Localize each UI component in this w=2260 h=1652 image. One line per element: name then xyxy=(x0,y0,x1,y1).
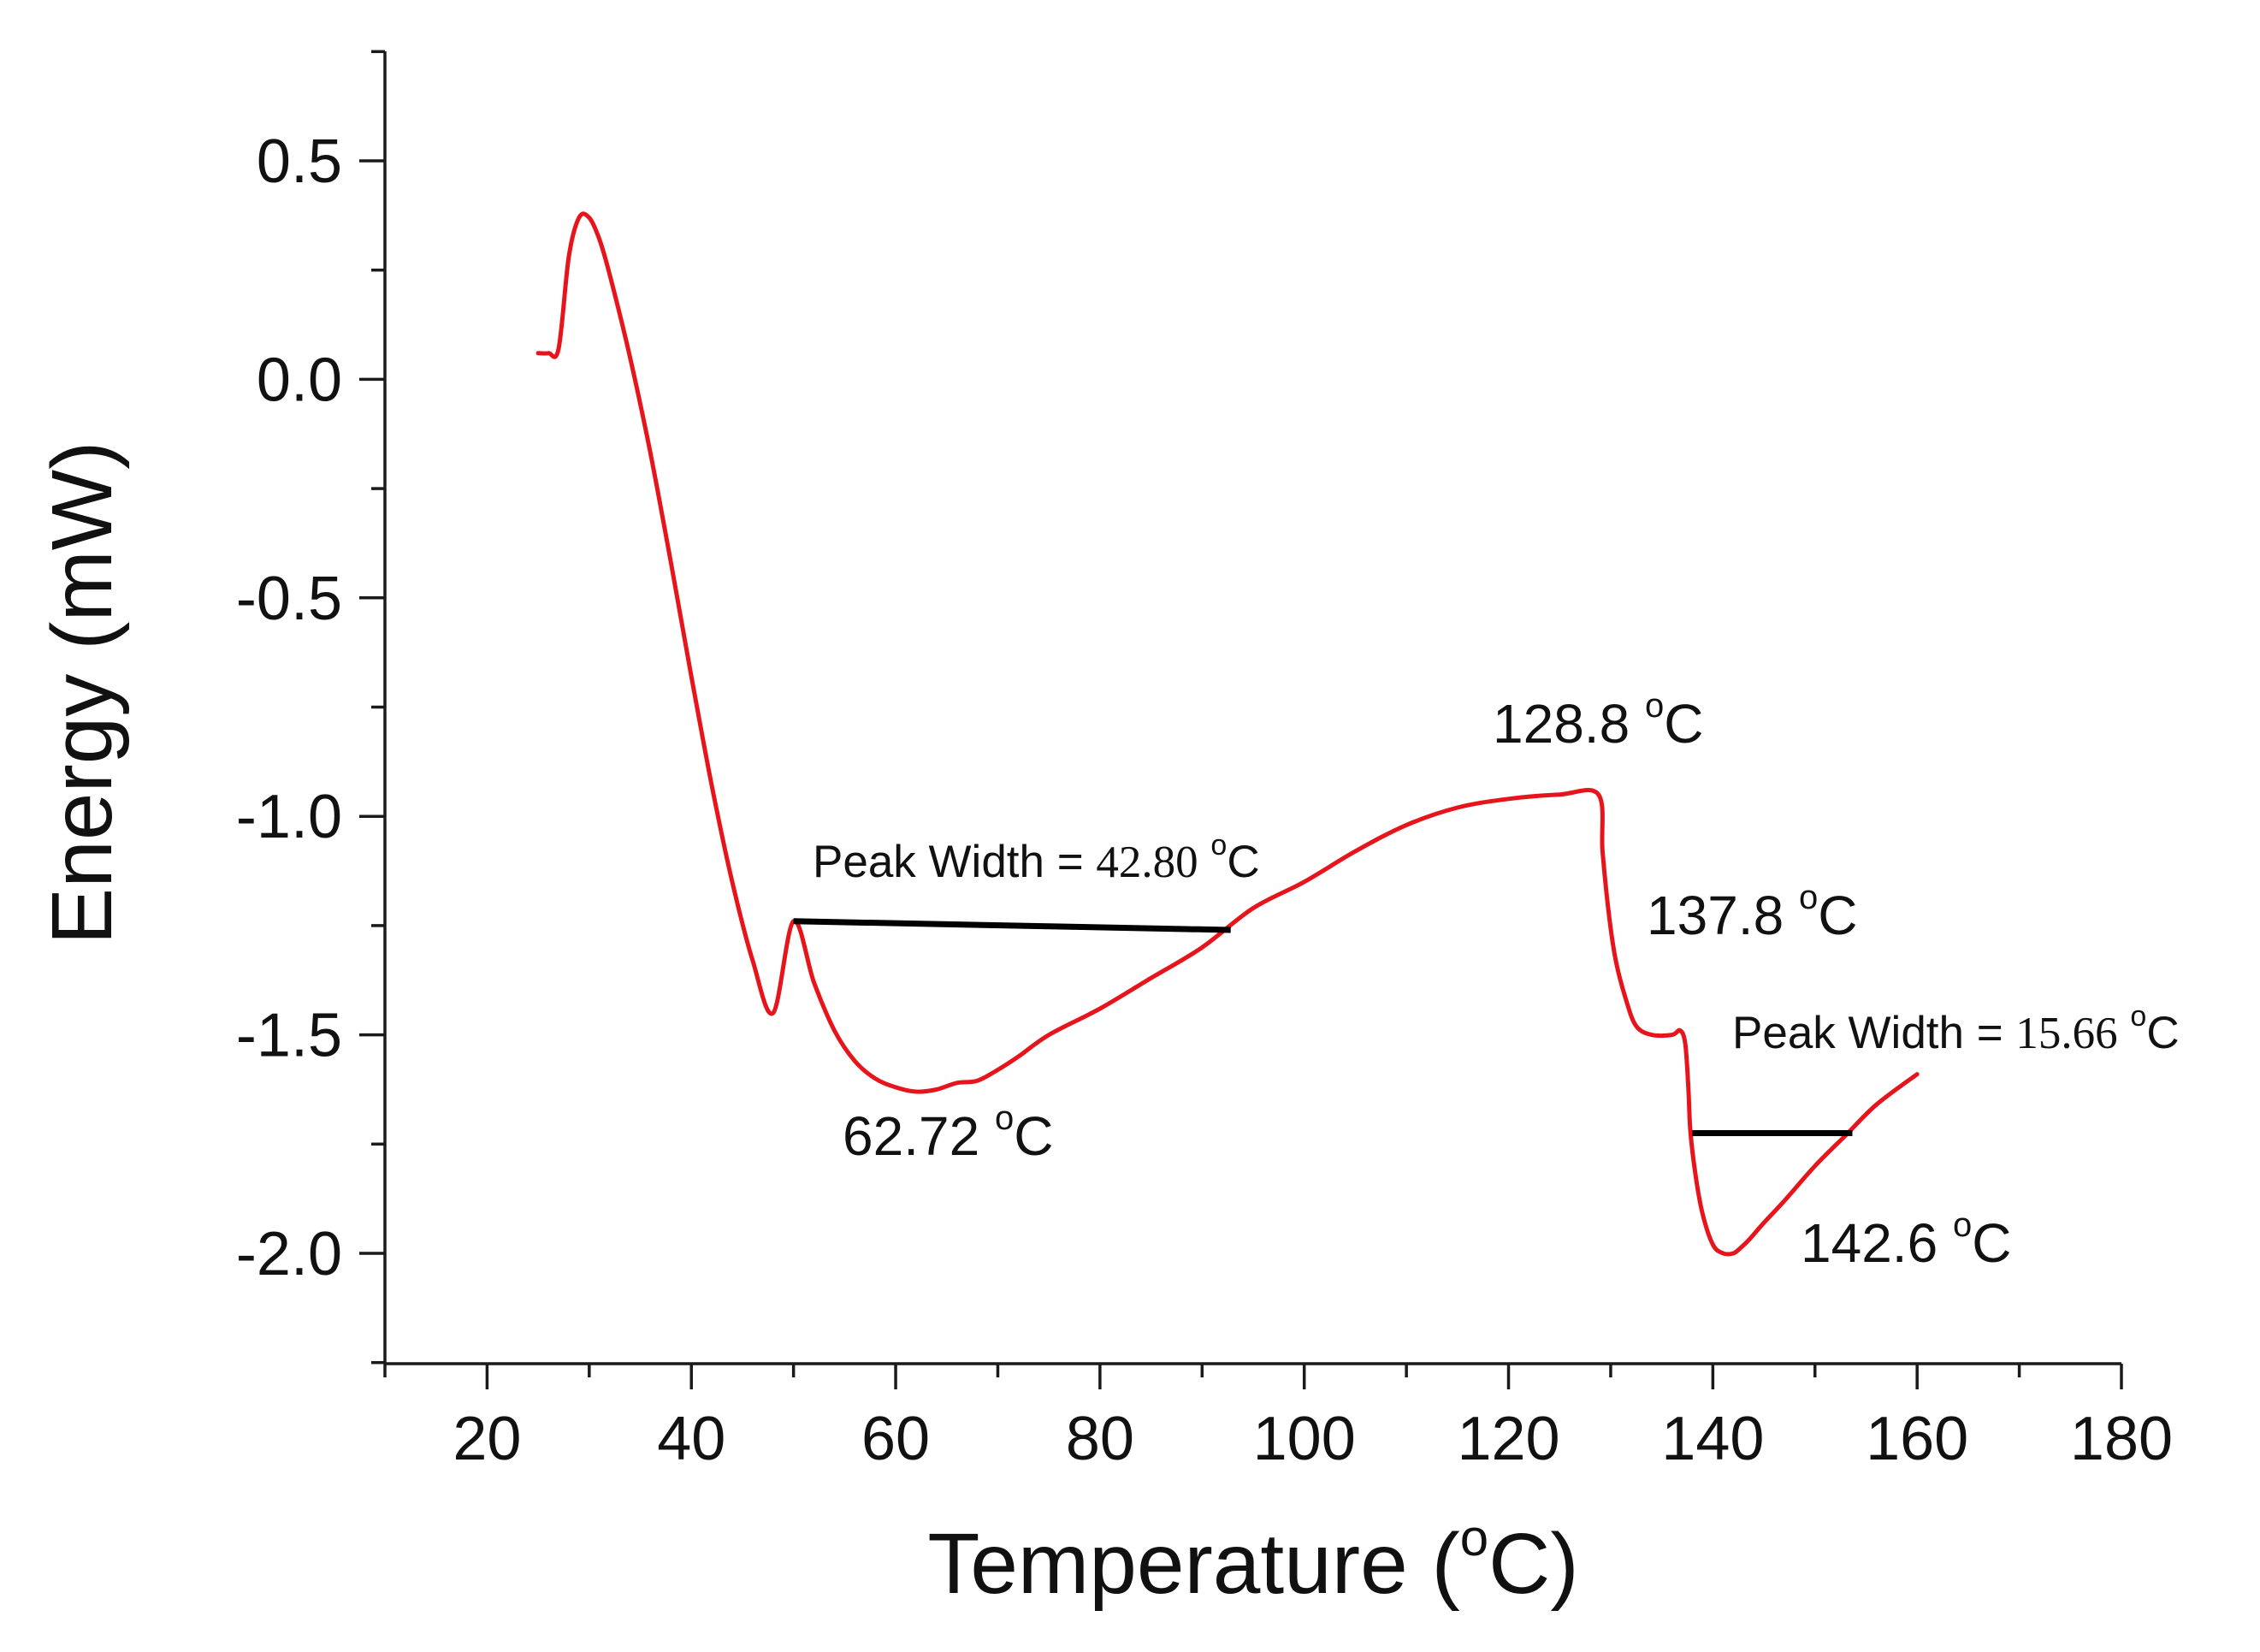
y-tick-label: 0.0 xyxy=(257,346,342,414)
peak-width-line-1 xyxy=(793,918,1231,933)
x-tick-label: 140 xyxy=(1661,1405,1764,1473)
y-tick-label: -1.0 xyxy=(236,783,342,851)
annotations: 62.72 oC 128.8 oC 137.8 oC 142.6 oC Peak… xyxy=(813,687,2180,1274)
annotation-137-8: 137.8 oC xyxy=(1647,879,1857,946)
x-tick-label: 160 xyxy=(1866,1405,1968,1473)
x-axis-title: Temperature (oC) xyxy=(927,1509,1578,1612)
axes xyxy=(383,51,2121,1365)
peak-width-label-2: Peak Width = 15.66 oC xyxy=(1732,1000,2180,1058)
x-tick-label: 100 xyxy=(1253,1405,1356,1473)
y-tick-label: -2.0 xyxy=(236,1220,342,1288)
y-axis-title: Energy (mW) xyxy=(34,441,130,945)
x-tick-label: 180 xyxy=(2070,1405,2173,1473)
y-tick-label: -0.5 xyxy=(236,565,342,633)
y-ticks: 0.5 0.0 -0.5 -1.0 -1.5 -2.0 xyxy=(236,50,385,1365)
x-tick-label: 60 xyxy=(861,1405,930,1473)
annotation-128-8: 128.8 oC xyxy=(1493,687,1703,755)
x-tick-label: 20 xyxy=(453,1405,521,1473)
annotation-62-72: 62.72 oC xyxy=(843,1099,1053,1167)
peak-width-lines xyxy=(793,918,1853,1137)
y-tick-label: 0.5 xyxy=(257,127,342,196)
series-line-dsc xyxy=(535,211,1920,1257)
annotation-142-6: 142.6 oC xyxy=(1801,1206,2011,1274)
x-tick-label: 40 xyxy=(657,1405,725,1473)
x-ticks: 20 40 60 80 100 120 140 160 180 xyxy=(383,1364,2173,1473)
y-tick-label: -1.5 xyxy=(236,1002,342,1070)
x-tick-label: 120 xyxy=(1457,1405,1559,1473)
x-tick-label: 80 xyxy=(1066,1405,1134,1473)
peak-width-label-1: Peak Width = 42.80 oC xyxy=(813,829,1260,887)
series-layer xyxy=(535,211,1920,1257)
